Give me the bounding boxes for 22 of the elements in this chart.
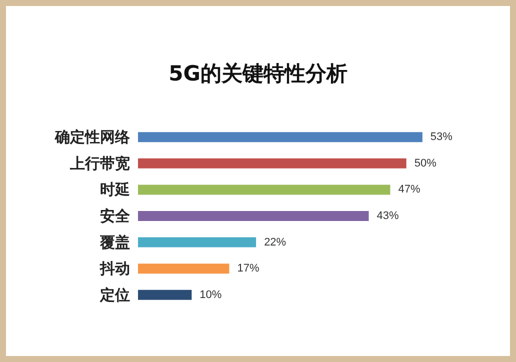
y-tick-label: 上行带宽: [69, 154, 130, 172]
data-label: 47%: [398, 184, 420, 196]
bar: [138, 158, 406, 168]
bar: [138, 211, 369, 221]
y-tick-label: 确定性网络: [54, 128, 131, 146]
data-label: 53%: [430, 131, 453, 144]
y-tick-label: 定位: [99, 286, 130, 304]
data-label: 50%: [414, 157, 437, 170]
bar: [138, 290, 192, 300]
bar: [138, 264, 230, 274]
y-tick-label: 覆盖: [99, 233, 130, 252]
bar: [138, 132, 422, 142]
y-tick-label: 抖动: [99, 260, 130, 278]
data-label: 10%: [200, 288, 222, 301]
chart-title: 5G的关键特性分析: [168, 62, 348, 86]
y-tick-label: 时延: [100, 180, 130, 199]
data-label: 22%: [264, 236, 286, 248]
data-label: 43%: [376, 210, 399, 222]
data-label: 17%: [237, 262, 260, 275]
y-tick-label: 安全: [100, 207, 131, 225]
bar: [138, 184, 390, 195]
bar: [138, 237, 256, 248]
